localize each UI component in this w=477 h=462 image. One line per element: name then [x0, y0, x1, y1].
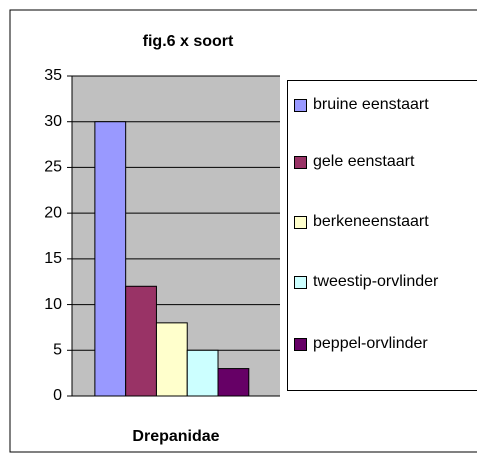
y-tick-label: 20	[44, 204, 62, 221]
legend-label: tweestip-orvlinder	[313, 273, 439, 290]
y-tick-label: 35	[44, 67, 62, 84]
bar	[94, 121, 127, 397]
legend-item: peppel-orvlinder	[294, 333, 477, 355]
y-tick-label: 30	[44, 113, 62, 130]
chart-title: fig.6 x soort	[143, 33, 234, 50]
legend-label: berkeneenstaart	[313, 213, 429, 230]
legend-item: berkeneenstaart	[294, 211, 477, 233]
bar	[125, 285, 157, 397]
y-tick-label: 15	[44, 250, 62, 267]
legend-swatch	[294, 276, 307, 289]
legend-item: gele eenstaart	[294, 151, 477, 173]
legend-swatch	[294, 99, 307, 112]
legend-item: tweestip-orvlinder	[294, 271, 477, 293]
y-tick-label: 0	[53, 387, 62, 404]
legend-swatch	[294, 216, 307, 229]
y-tick-label: 10	[44, 296, 62, 313]
x-tick-label: Drepanidae	[132, 428, 219, 445]
y-tick-label: 5	[53, 342, 62, 359]
legend-item: bruine eenstaart	[294, 94, 477, 116]
bar	[217, 368, 250, 397]
bar	[155, 322, 188, 397]
legend-label: gele eenstaart	[313, 153, 415, 170]
y-tick-label: 25	[44, 159, 62, 176]
legend-label: peppel-orvlinder	[313, 335, 428, 352]
bar	[186, 349, 219, 397]
legend: bruine eenstaart gele eenstaart berkeneens…	[287, 80, 477, 391]
legend-swatch	[294, 338, 307, 351]
legend-label: bruine eenstaart	[313, 96, 429, 113]
legend-swatch	[294, 156, 307, 169]
